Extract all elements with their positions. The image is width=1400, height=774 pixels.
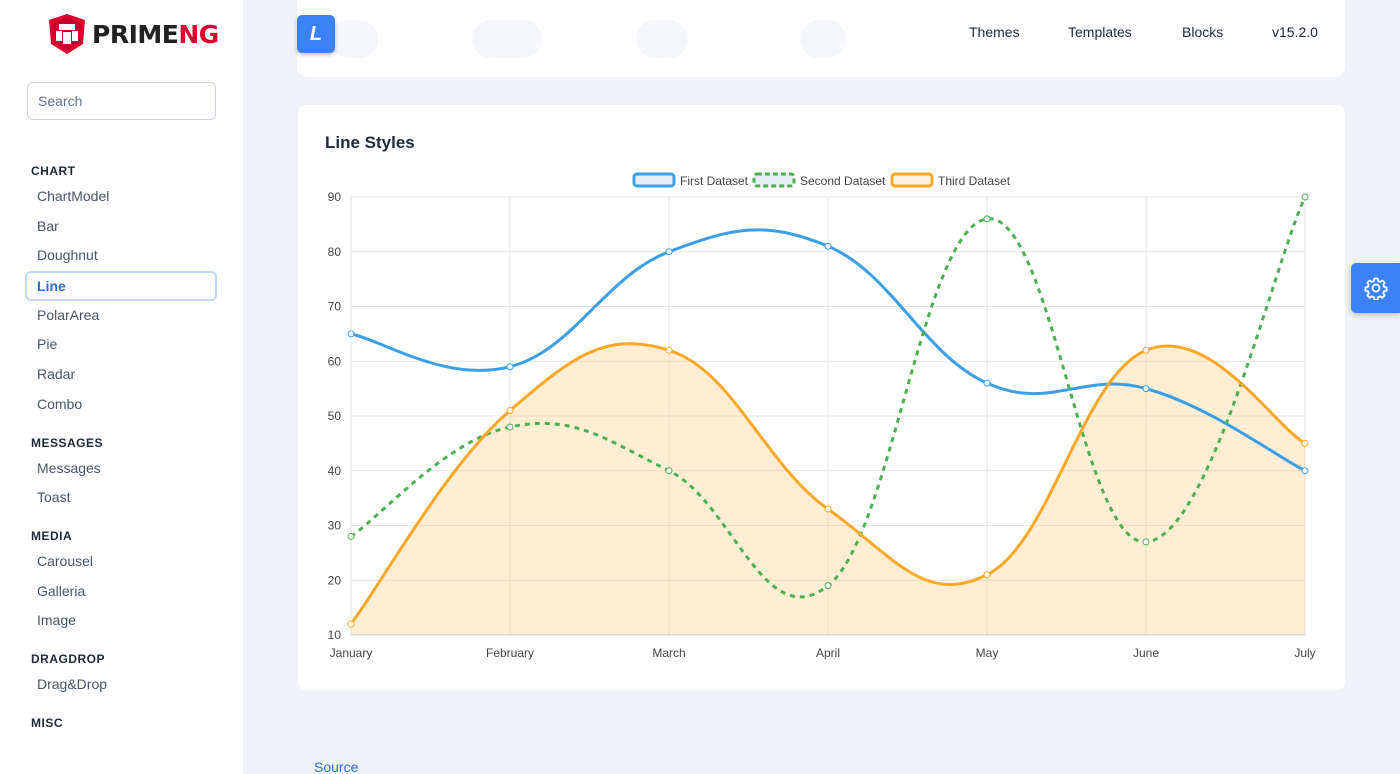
sidebar-menu: CHART ChartModel Bar Doughnut Line PolarArea P… bbox=[0, 160, 243, 746]
data-point bbox=[347, 620, 355, 628]
series-fill-3 bbox=[351, 343, 1305, 635]
y-tick-label: 80 bbox=[328, 245, 342, 259]
y-tick-label: 40 bbox=[328, 464, 342, 478]
menu-section-media: MEDIA Carousel Galleria Image bbox=[0, 525, 243, 636]
data-point bbox=[1301, 467, 1309, 475]
legend-label: First Dataset bbox=[680, 174, 749, 188]
data-point bbox=[1142, 385, 1150, 393]
config-button[interactable] bbox=[1351, 263, 1400, 313]
menu-section-header: MEDIA bbox=[31, 528, 73, 543]
data-point bbox=[824, 505, 832, 513]
primeng-logo-text: PRIMENG bbox=[92, 19, 219, 49]
ghost-icon bbox=[330, 20, 378, 58]
sidebar-item-polararea[interactable]: PolarArea bbox=[37, 306, 100, 323]
sidebar-item-chartmodel[interactable]: ChartModel bbox=[37, 188, 110, 204]
sidebar: PRIMENG CHART ChartModel Bar Doughnut Line Po… bbox=[0, 0, 243, 774]
menu-section-header: DRAGDROP bbox=[31, 651, 106, 666]
sidebar-item-combo[interactable]: Combo bbox=[37, 395, 83, 412]
y-tick-label: 90 bbox=[328, 190, 342, 204]
y-tick-label: 10 bbox=[328, 628, 342, 642]
card-title: Line Styles bbox=[325, 133, 415, 152]
layout-logo-button[interactable]: L bbox=[297, 15, 335, 53]
sidebar-item-radar[interactable]: Radar bbox=[37, 366, 76, 383]
ghost-icon bbox=[472, 20, 542, 58]
data-point bbox=[1301, 439, 1309, 447]
search-input[interactable] bbox=[27, 82, 216, 120]
sidebar-item-messages[interactable]: Messages bbox=[37, 459, 101, 476]
y-tick-label: 60 bbox=[328, 354, 342, 368]
nav-themes[interactable]: Themes bbox=[969, 24, 1020, 40]
sidebar-item-pie[interactable]: Pie bbox=[37, 336, 58, 353]
x-tick-label: April bbox=[816, 646, 840, 660]
data-point bbox=[347, 330, 355, 338]
menu-section-header: CHART bbox=[31, 164, 76, 178]
sidebar-item-image[interactable]: Image bbox=[37, 612, 76, 629]
x-tick-label: May bbox=[976, 646, 999, 660]
x-tick-label: March bbox=[652, 646, 685, 660]
menu-section-chart: CHART ChartModel Bar Doughnut Line PolarArea P… bbox=[0, 160, 243, 420]
menu-section-dragdrop: DRAGDROP Drag&Drop bbox=[0, 648, 243, 700]
data-point bbox=[1142, 346, 1150, 354]
nav-templates[interactable]: Templates bbox=[1068, 24, 1132, 40]
ghost-icon bbox=[800, 20, 846, 58]
sidebar-item-line[interactable]: Line bbox=[25, 271, 217, 301]
y-tick-label: 50 bbox=[328, 409, 342, 423]
menu-section-misc: MISC bbox=[0, 712, 243, 734]
x-tick-label: June bbox=[1133, 646, 1159, 660]
line-chart: 10 20 30 40 50 60 70 80 90 January February March Ap… bbox=[328, 172, 1316, 660]
sidebar-item-doughnut[interactable]: Doughnut bbox=[37, 247, 98, 264]
data-point bbox=[506, 363, 514, 371]
data-point bbox=[506, 423, 514, 431]
menu-section-messages: MESSAGES Messages Toast bbox=[0, 432, 243, 513]
legend-swatch bbox=[752, 172, 796, 188]
source-link[interactable]: Source bbox=[314, 759, 359, 774]
ghost-icon bbox=[636, 20, 688, 58]
menu-section-header: MESSAGES bbox=[31, 435, 104, 450]
legend-swatch bbox=[890, 172, 934, 188]
data-point bbox=[983, 571, 991, 579]
data-point bbox=[506, 407, 514, 415]
x-tick-label: July bbox=[1294, 646, 1315, 660]
primeng-shield-icon bbox=[49, 14, 85, 54]
chart-card: Line Styles 10 20 30 40 50 60 70 80 90 January Feb… bbox=[298, 105, 1345, 690]
data-point bbox=[1301, 193, 1309, 201]
y-tick-label: 30 bbox=[328, 519, 342, 533]
sidebar-item-bar[interactable]: Bar bbox=[37, 217, 59, 234]
sidebar-item-toast[interactable]: Toast bbox=[37, 489, 71, 506]
gear-icon bbox=[1364, 277, 1387, 300]
legend-swatch bbox=[632, 172, 676, 188]
legend-label: Third Dataset bbox=[938, 174, 1011, 188]
x-tick-label: February bbox=[486, 646, 534, 660]
y-tick-label: 20 bbox=[328, 573, 342, 587]
data-point bbox=[824, 582, 832, 590]
sidebar-item-drag-drop[interactable]: Drag&Drop bbox=[37, 675, 108, 692]
x-tick-label: January bbox=[330, 646, 373, 660]
data-point bbox=[983, 215, 991, 223]
data-point bbox=[347, 532, 355, 540]
menu-section-header: MISC bbox=[31, 715, 63, 730]
y-tick-label: 70 bbox=[328, 300, 342, 314]
version-selector[interactable]: v15.2.0 bbox=[1272, 24, 1318, 40]
data-point bbox=[983, 379, 991, 387]
sidebar-item-carousel[interactable]: Carousel bbox=[37, 552, 94, 569]
data-point bbox=[1142, 538, 1150, 546]
data-point bbox=[665, 467, 673, 475]
data-point bbox=[665, 346, 673, 354]
data-point bbox=[824, 242, 832, 250]
primeng-logo[interactable]: PRIMENG bbox=[48, 14, 219, 54]
sidebar-item-galleria[interactable]: Galleria bbox=[37, 582, 86, 599]
legend-label: Second Dataset bbox=[800, 174, 886, 188]
nav-blocks[interactable]: Blocks bbox=[1182, 24, 1224, 40]
data-point bbox=[665, 248, 673, 256]
